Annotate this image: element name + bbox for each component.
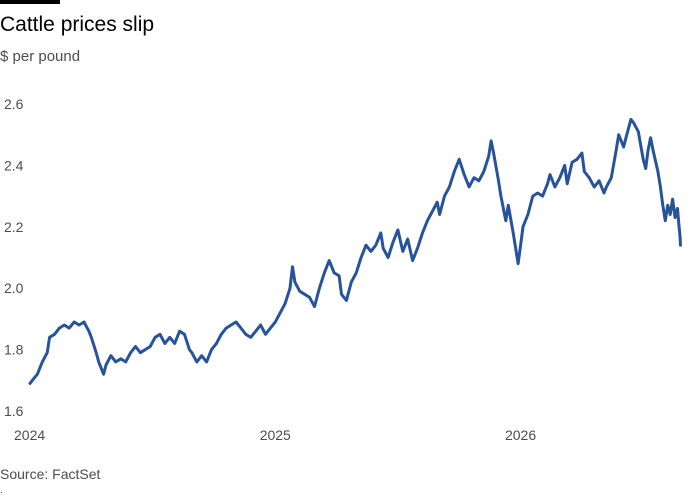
x-tick-label: 2024 [14, 427, 45, 443]
x-tick-label: 2025 [260, 427, 291, 443]
chart-subtitle: $ per pound [0, 48, 81, 65]
y-tick-label: 2.2 [4, 219, 24, 235]
x-tick-label: 2026 [505, 427, 536, 443]
line-chart: 1.6 1.8 2.0 2.2 2.4 2.6 2024 2025 2026 [4, 96, 682, 443]
chart-title: Cattle prices slip [0, 13, 155, 36]
y-tick-label: 1.6 [4, 403, 24, 419]
y-tick-label: 2.4 [4, 157, 24, 173]
chart-area: 1.6 1.8 2.0 2.2 2.4 2.6 2024 2025 2026 [0, 80, 700, 450]
y-tick-label: 2.0 [4, 280, 24, 296]
footer-mark: . [0, 485, 3, 496]
source-note: Source: FactSet [0, 466, 101, 482]
brand-top-bar [0, 0, 60, 4]
price-series-line [28, 117, 682, 385]
y-tick-label: 2.6 [4, 96, 24, 112]
y-tick-label: 1.8 [4, 342, 24, 358]
